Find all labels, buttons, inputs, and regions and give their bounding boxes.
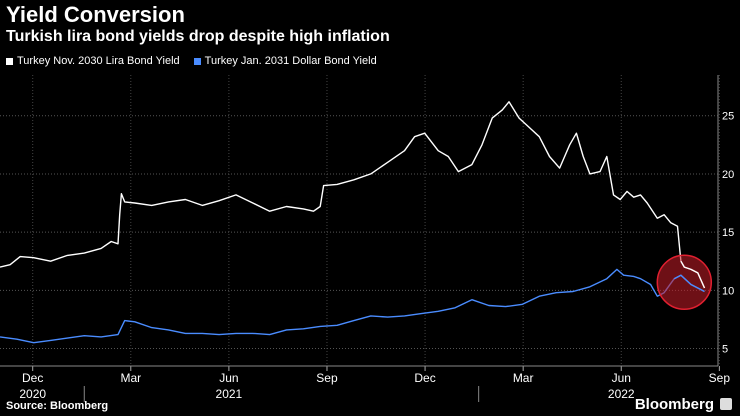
y-tick-label: 25: [722, 111, 734, 123]
x-tick-year-label: 2021: [216, 387, 243, 401]
chart-title: Yield Conversion: [6, 2, 185, 27]
y-tick-label: 5: [722, 344, 728, 356]
x-tick-label: Sep: [709, 371, 731, 385]
x-tick-year-label: 2020: [19, 387, 46, 401]
legend-item-lira: Turkey Nov. 2030 Lira Bond Yield: [6, 55, 180, 67]
x-tick-label: Mar: [120, 371, 141, 385]
y-tick-label: 10: [722, 285, 734, 297]
legend: Turkey Nov. 2030 Lira Bond Yield Turkey …: [6, 55, 377, 67]
legend-swatch-lira: [6, 57, 13, 65]
brand-mark-icon: [720, 398, 732, 410]
series-line-lira: [0, 101, 706, 289]
series-line-dollar-tail: [673, 274, 705, 293]
legend-swatch-dollar: [193, 57, 201, 65]
y-tick-label: 15: [722, 227, 734, 239]
legend-label-dollar: Turkey Jan. 2031 Dollar Bond Yield: [204, 55, 377, 67]
highlight-circle: [656, 254, 713, 310]
x-tick-year-label: 2022: [608, 387, 635, 401]
x-tick-label: Jun: [219, 371, 238, 385]
x-tick-label: Dec: [22, 371, 43, 385]
x-tick-label: Jun: [612, 371, 631, 385]
brand-logo: Bloomberg: [634, 396, 714, 413]
chart-subtitle: Turkish lira bond yields drop despite hi…: [6, 28, 390, 45]
source-note: Source: Bloomberg: [6, 400, 109, 412]
series-line-dollar: [0, 268, 705, 344]
x-tick-label: Mar: [513, 371, 534, 385]
x-tick-label: Sep: [316, 371, 338, 385]
series-line-lira-tail: [680, 260, 706, 289]
legend-item-dollar: Turkey Jan. 2031 Dollar Bond Yield: [193, 55, 377, 67]
y-tick-label: 20: [722, 169, 734, 181]
x-tick-label: Dec: [414, 371, 435, 385]
legend-label-lira: Turkey Nov. 2030 Lira Bond Yield: [17, 55, 180, 67]
